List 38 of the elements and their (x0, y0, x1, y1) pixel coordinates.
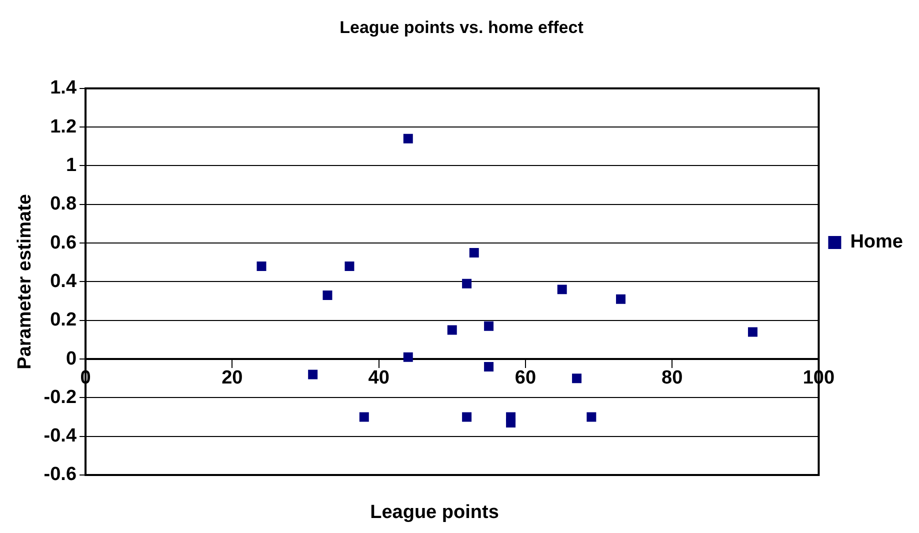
legend-label: Home (850, 232, 904, 253)
point (484, 321, 494, 331)
point (557, 284, 567, 294)
y-tick-label: 0.2 (50, 310, 77, 331)
point (447, 325, 457, 335)
point (462, 412, 472, 422)
x-tick-label: 80 (662, 368, 683, 389)
y-tick-label: 1.4 (50, 78, 77, 99)
point (344, 261, 354, 271)
y-axis-title: Parameter estimate (14, 194, 36, 370)
y-tick-label: 0.4 (50, 270, 77, 292)
point (616, 294, 626, 304)
y-tick-label: 0 (66, 348, 77, 370)
point (308, 370, 318, 380)
y-tick-label: 1.2 (50, 116, 77, 138)
chart-title: League points vs. home effect (340, 18, 584, 37)
point (256, 261, 266, 271)
y-tick-label: 1 (66, 154, 77, 176)
point (586, 412, 596, 422)
point (572, 374, 582, 384)
point (403, 352, 413, 362)
point (469, 248, 479, 258)
x-axis-title: League points (369, 502, 500, 524)
y-tick-label: -0.6 (44, 464, 77, 486)
x-tick-label: 60 (514, 368, 536, 389)
x-tick-label: 20 (222, 368, 243, 389)
y-tick-label: 0.6 (50, 232, 77, 254)
point (748, 327, 758, 337)
point (484, 362, 494, 372)
point (403, 134, 413, 144)
y-tick-label: -0.2 (44, 386, 77, 408)
point (322, 290, 332, 300)
point (462, 278, 472, 288)
y-tick-label: -0.4 (44, 426, 77, 447)
point (359, 412, 369, 422)
y-tick-label: 0.8 (50, 194, 77, 215)
point (506, 418, 516, 428)
x-tick-label: 40 (368, 368, 390, 389)
